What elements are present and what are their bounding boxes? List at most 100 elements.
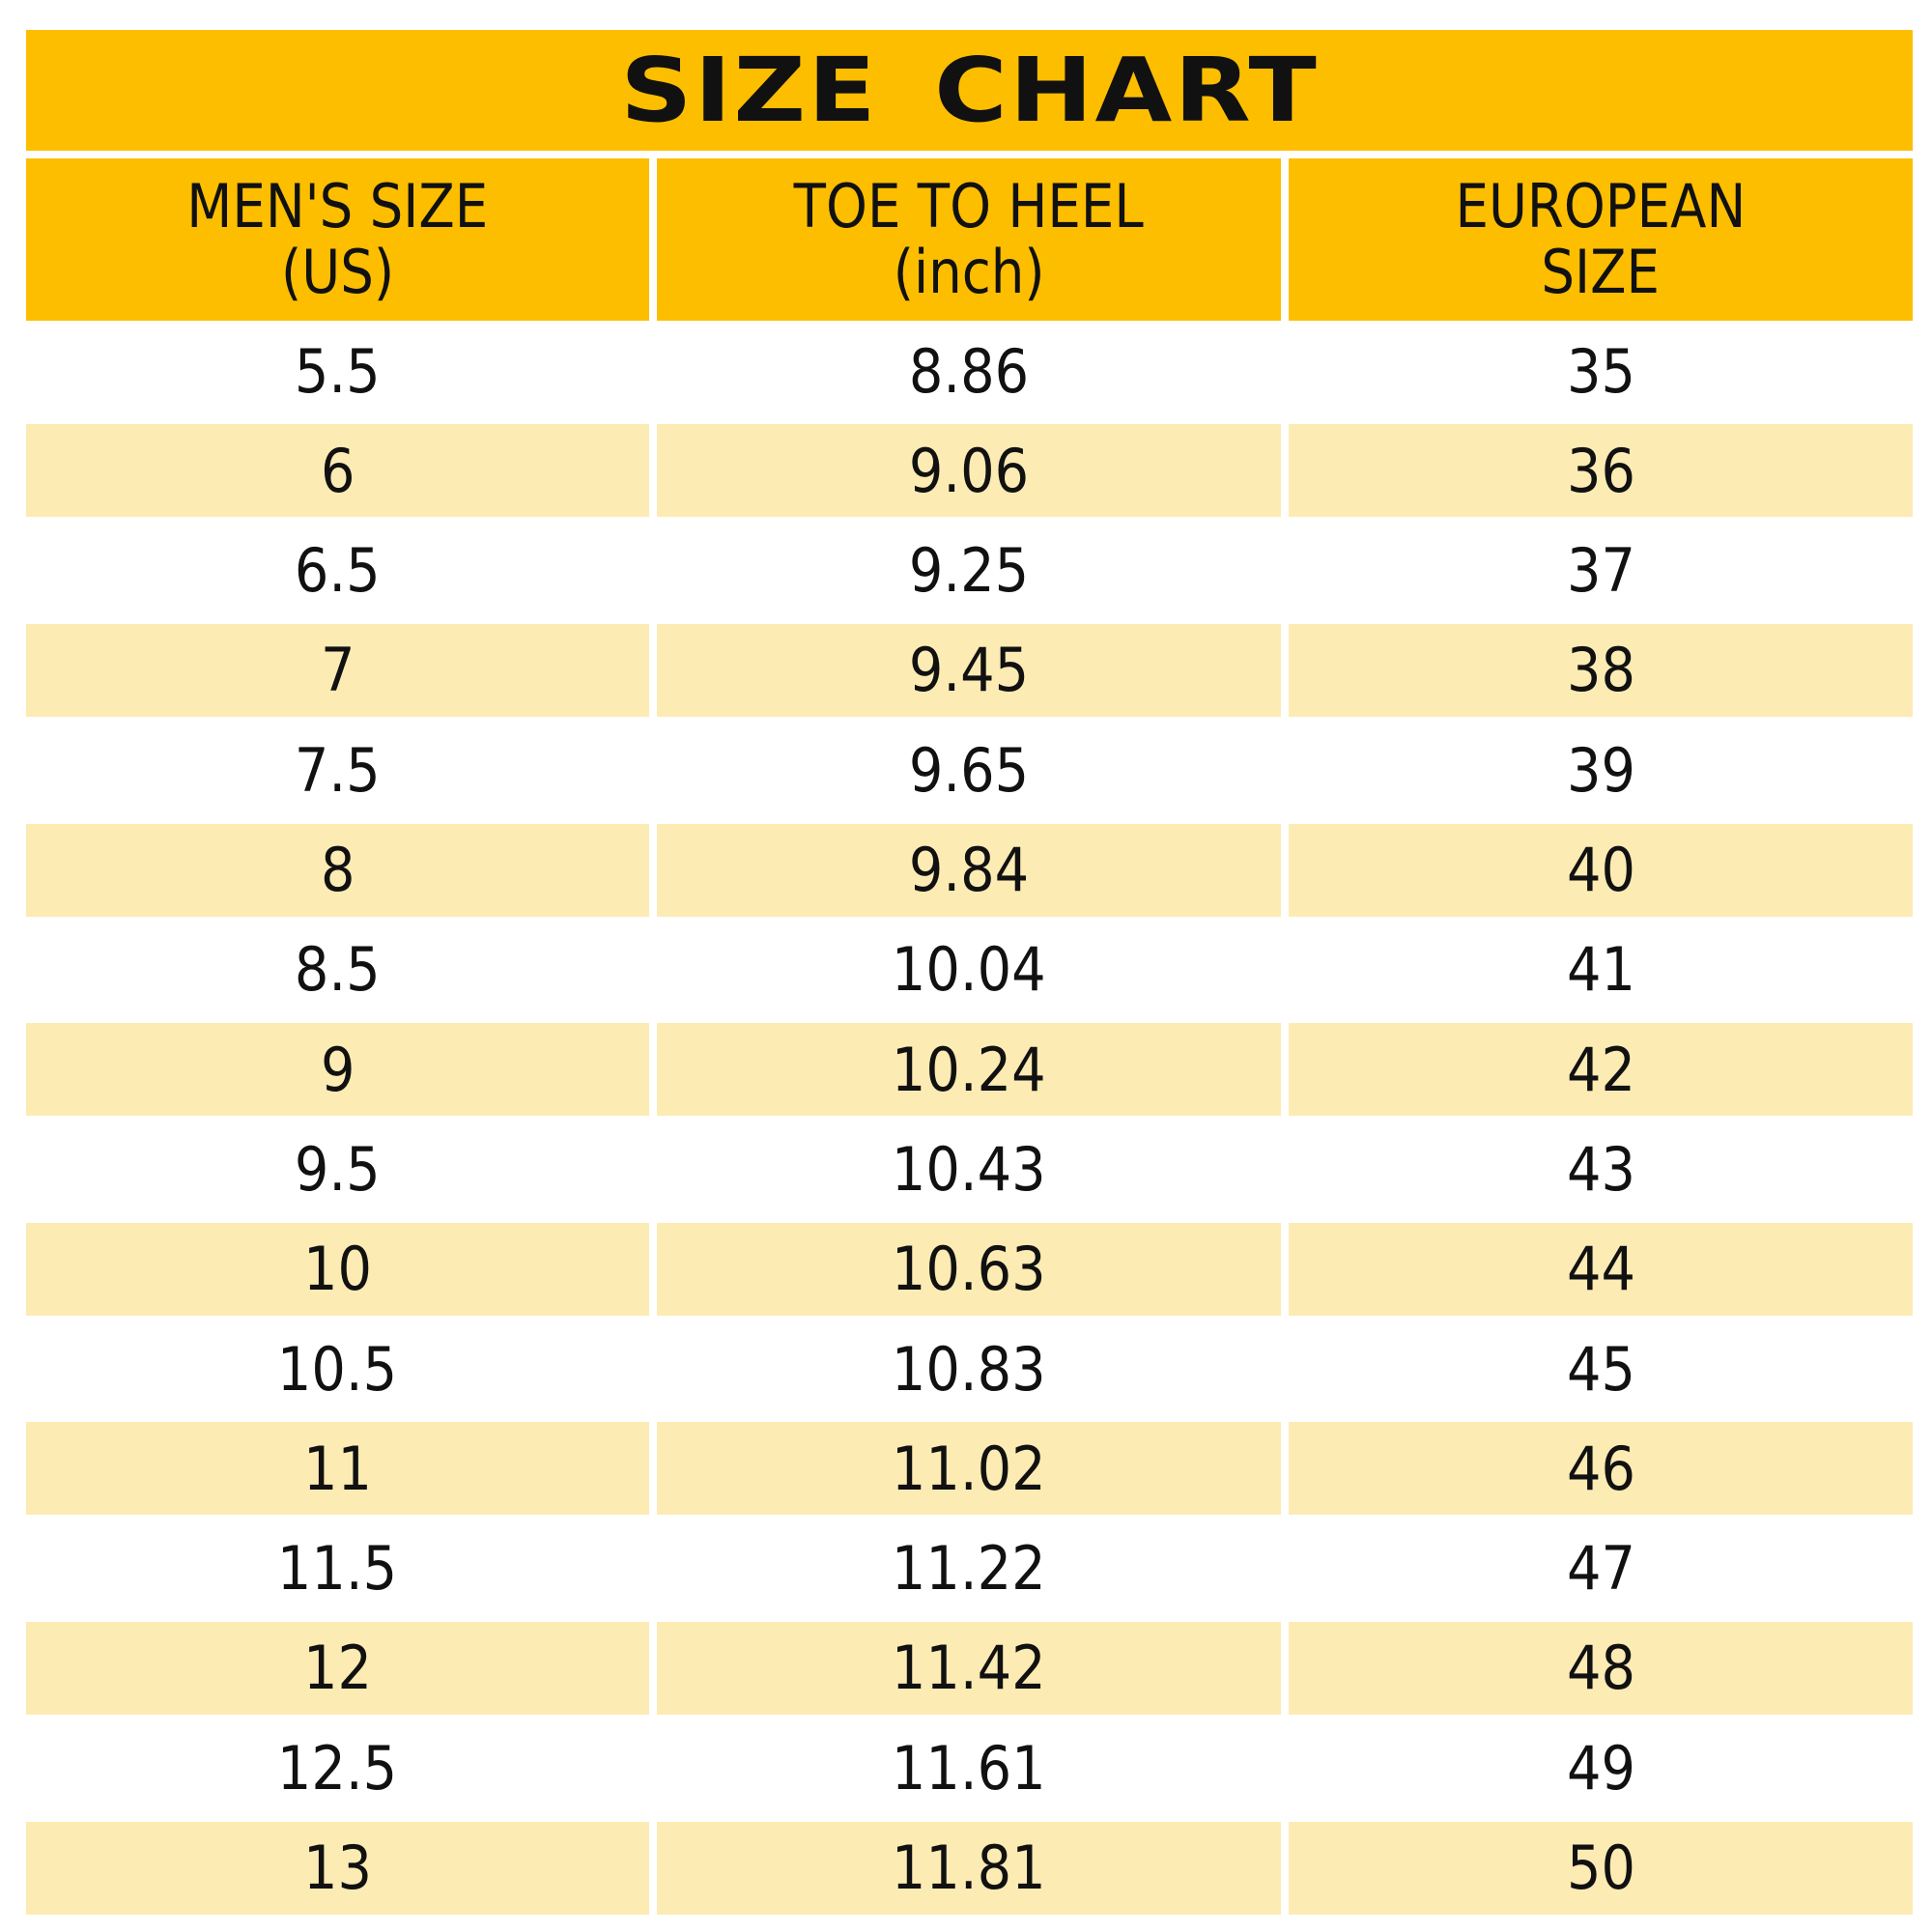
cell-value: 5.5 [295, 335, 381, 407]
cell-value: 42 [1566, 1034, 1635, 1105]
toe-to-heel-cell: 11.81 [657, 1821, 1281, 1915]
cell-value: 36 [1566, 435, 1635, 506]
cell-value: 49 [1566, 1732, 1635, 1804]
toe-to-heel-cell: 11.02 [657, 1422, 1281, 1516]
cell-value: 13 [302, 1833, 373, 1903]
mens-size-cell: 11.5 [26, 1522, 649, 1615]
cell-value: 40 [1566, 835, 1635, 905]
toe-to-heel-cell: 11.61 [657, 1721, 1281, 1814]
column-header-line: MEN'S SIZE [186, 171, 489, 242]
mens-size-cell: 11 [26, 1422, 649, 1516]
column-header-line: (US) [280, 237, 395, 307]
european-size-cell: 48 [1289, 1621, 1913, 1715]
cell-value: 10 [302, 1234, 373, 1305]
cell-value: 41 [1566, 934, 1635, 1006]
mens-size-cell: 6.5 [26, 525, 649, 617]
cell-value: 8.5 [295, 934, 381, 1006]
european-size-cell: 44 [1289, 1222, 1913, 1316]
cell-value: 6 [320, 435, 355, 506]
mens-size-cell: 12.5 [26, 1721, 649, 1814]
cell-value: 10.24 [892, 1034, 1046, 1105]
table-row: 7.5 9.65 39 [26, 724, 1913, 816]
european-size-cell: 42 [1289, 1023, 1913, 1117]
toe-to-heel-cell: 9.06 [657, 424, 1281, 518]
european-size-cell: 38 [1289, 623, 1913, 717]
toe-to-heel-cell: 9.45 [657, 623, 1281, 717]
cell-value: 38 [1566, 635, 1635, 706]
mens-size-cell: 12 [26, 1621, 649, 1715]
mens-size-cell: 10 [26, 1222, 649, 1316]
toe-to-heel-cell: 9.84 [657, 823, 1281, 917]
cell-value: 9.45 [908, 635, 1030, 706]
table-row: 10 10.63 44 [26, 1222, 1913, 1316]
cell-value: 9.84 [908, 835, 1030, 905]
cell-value: 46 [1566, 1433, 1635, 1504]
european-size-cell: 49 [1289, 1721, 1913, 1814]
table-row: 9.5 10.43 43 [26, 1122, 1913, 1215]
mens-size-cell: 9 [26, 1023, 649, 1117]
cell-value: 8.86 [908, 335, 1030, 407]
toe-to-heel-cell: 10.24 [657, 1023, 1281, 1117]
toe-to-heel-cell: 10.63 [657, 1222, 1281, 1316]
mens-size-cell: 9.5 [26, 1122, 649, 1215]
table-row: 9 10.24 42 [26, 1023, 1913, 1117]
table-row: 11.5 11.22 47 [26, 1522, 1913, 1615]
table-row: 12.5 11.61 49 [26, 1721, 1913, 1814]
column-header-line: SIZE [1541, 237, 1661, 307]
cell-value: 35 [1566, 335, 1635, 407]
cell-value: 10.83 [892, 1333, 1046, 1405]
column-header-line: EUROPEAN [1455, 171, 1747, 242]
table-row: 8 9.84 40 [26, 823, 1913, 917]
toe-to-heel-cell: 11.22 [657, 1522, 1281, 1615]
cell-value: 48 [1566, 1633, 1635, 1704]
cell-value: 11.61 [892, 1732, 1046, 1804]
european-size-cell: 36 [1289, 424, 1913, 518]
toe-to-heel-cell: 8.86 [657, 325, 1281, 417]
european-size-cell: 39 [1289, 724, 1913, 816]
cell-value: 43 [1566, 1133, 1635, 1205]
cell-value: 10.43 [892, 1133, 1046, 1205]
header-row: MEN'S SIZE (US) TOE TO HEEL (inch) EUROP… [26, 158, 1913, 321]
cell-value: 12 [302, 1633, 373, 1704]
european-size-cell: 35 [1289, 325, 1913, 417]
mens-size-cell: 7 [26, 623, 649, 717]
mens-size-cell: 8.5 [26, 923, 649, 1016]
cell-value: 12.5 [277, 1732, 398, 1804]
mens-size-cell: 8 [26, 823, 649, 917]
table-row: 11 11.02 46 [26, 1422, 1913, 1516]
toe-to-heel-cell: 11.42 [657, 1621, 1281, 1715]
column-header-line: TOE TO HEEL [793, 171, 1145, 242]
column-header-line: (inch) [893, 237, 1045, 307]
column-header-mens-size: MEN'S SIZE (US) [26, 158, 649, 321]
cell-value: 10.63 [892, 1234, 1046, 1305]
cell-value: 10.5 [277, 1333, 398, 1405]
european-size-cell: 43 [1289, 1122, 1913, 1215]
mens-size-cell: 13 [26, 1821, 649, 1915]
cell-value: 11.22 [892, 1533, 1046, 1605]
toe-to-heel-cell: 10.04 [657, 923, 1281, 1016]
chart-title: SIZE CHART [620, 39, 1319, 142]
toe-to-heel-cell: 10.43 [657, 1122, 1281, 1215]
toe-to-heel-cell: 10.83 [657, 1322, 1281, 1415]
cell-value: 11 [302, 1433, 373, 1504]
cell-value: 37 [1566, 535, 1635, 607]
toe-to-heel-cell: 9.65 [657, 724, 1281, 816]
column-header-toe-to-heel: TOE TO HEEL (inch) [657, 158, 1281, 321]
cell-value: 9.06 [908, 435, 1030, 506]
european-size-cell: 50 [1289, 1821, 1913, 1915]
cell-value: 39 [1566, 734, 1635, 806]
table-row: 7 9.45 38 [26, 623, 1913, 717]
cell-value: 9.25 [908, 535, 1030, 607]
mens-size-cell: 6 [26, 424, 649, 518]
cell-value: 11.02 [892, 1433, 1046, 1504]
cell-value: 9.65 [908, 734, 1030, 806]
cell-value: 6.5 [295, 535, 381, 607]
toe-to-heel-cell: 9.25 [657, 525, 1281, 617]
cell-value: 11.5 [277, 1533, 398, 1605]
table-row: 10.5 10.83 45 [26, 1322, 1913, 1415]
mens-size-cell: 5.5 [26, 325, 649, 417]
cell-value: 10.04 [892, 934, 1046, 1006]
cell-value: 11.42 [892, 1633, 1046, 1704]
table-row: 8.5 10.04 41 [26, 923, 1913, 1016]
cell-value: 47 [1566, 1533, 1635, 1605]
